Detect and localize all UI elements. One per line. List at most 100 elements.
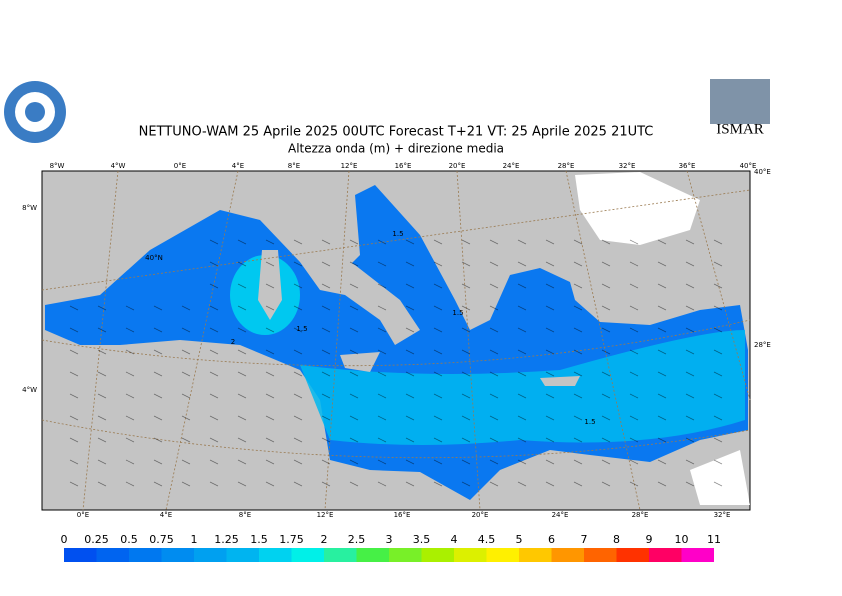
direction-arrow: [237, 371, 247, 377]
direction-arrow: [573, 349, 583, 355]
direction-arrow: [293, 349, 303, 355]
direction-arrow: [97, 305, 107, 311]
direction-arrow: [405, 481, 415, 487]
direction-arrow: [293, 283, 303, 289]
direction-arrow: [517, 261, 527, 267]
direction-arrow: [685, 283, 695, 289]
direction-arrow: [601, 349, 611, 355]
direction-arrow: [713, 283, 723, 289]
direction-arrow: [349, 415, 359, 421]
direction-arrow: [349, 283, 359, 289]
direction-arrow: [601, 437, 611, 443]
lon-label: 4°W: [111, 162, 126, 170]
direction-arrow: [237, 327, 247, 333]
lat-label: 40°N: [145, 254, 163, 262]
direction-arrow: [629, 371, 639, 377]
direction-arrow: [573, 459, 583, 465]
direction-arrow: [209, 327, 219, 333]
direction-arrow: [153, 393, 163, 399]
lon-label: 24°E: [503, 162, 520, 170]
direction-arrow: [601, 371, 611, 377]
direction-arrow: [713, 239, 723, 245]
direction-arrow: [293, 239, 303, 245]
direction-arrow: [97, 349, 107, 355]
direction-arrow: [601, 459, 611, 465]
direction-arrow: [377, 327, 387, 333]
legend-label: 0: [61, 533, 68, 546]
direction-arrow: [657, 393, 667, 399]
direction-arrow: [237, 437, 247, 443]
direction-arrow: [293, 261, 303, 267]
direction-arrow: [265, 459, 275, 465]
direction-arrow: [377, 305, 387, 311]
direction-arrow: [405, 349, 415, 355]
direction-arrow: [321, 283, 331, 289]
direction-arrow: [657, 415, 667, 421]
legend-swatch: [259, 548, 292, 562]
direction-arrow: [517, 371, 527, 377]
direction-arrow: [181, 305, 191, 311]
direction-arrow: [545, 415, 555, 421]
direction-arrow: [265, 283, 275, 289]
direction-arrow: [461, 437, 471, 443]
direction-arrow: [461, 283, 471, 289]
direction-arrow: [685, 261, 695, 267]
direction-arrow: [601, 393, 611, 399]
lat-label: 8°W: [22, 204, 37, 212]
direction-arrow: [153, 437, 163, 443]
legend-swatch: [616, 548, 649, 562]
direction-arrow: [209, 283, 219, 289]
direction-arrow: [181, 459, 191, 465]
lon-label: 32°E: [714, 511, 731, 519]
legend-label: 2.5: [348, 533, 366, 546]
direction-arrow: [265, 239, 275, 245]
direction-arrow: [713, 261, 723, 267]
right-logo: ISMAR: [710, 79, 770, 137]
legend-swatch: [129, 548, 162, 562]
direction-arrow: [97, 327, 107, 333]
contour-label: 1.5: [584, 418, 595, 426]
direction-arrow: [629, 261, 639, 267]
direction-arrow: [405, 305, 415, 311]
direction-arrow: [685, 393, 695, 399]
direction-arrow: [433, 393, 443, 399]
direction-arrow: [461, 415, 471, 421]
direction-arrow: [209, 459, 219, 465]
direction-arrow: [405, 415, 415, 421]
direction-arrow: [349, 261, 359, 267]
direction-arrow: [181, 349, 191, 355]
legend-label: 2: [321, 533, 328, 546]
direction-arrow: [489, 239, 499, 245]
direction-arrow: [461, 459, 471, 465]
direction-arrow: [181, 327, 191, 333]
direction-arrow: [545, 481, 555, 487]
legend-swatch: [584, 548, 617, 562]
legend-swatch: [389, 548, 422, 562]
direction-arrow: [377, 437, 387, 443]
direction-arrow: [97, 481, 107, 487]
direction-arrow: [153, 371, 163, 377]
legend-swatch: [486, 548, 519, 562]
direction-arrow: [293, 305, 303, 311]
direction-arrow: [713, 371, 723, 377]
contour-label: 1.5: [452, 309, 463, 317]
direction-arrow: [489, 459, 499, 465]
direction-arrow: [433, 283, 443, 289]
map-labels: 8°W 4°W 0°E 4°E 8°E 12°E 16°E 20°E 24°E 28°E 32°E 3…: [22, 162, 771, 519]
direction-arrow: [433, 327, 443, 333]
lon-label: 24°E: [552, 511, 569, 519]
direction-arrow: [657, 371, 667, 377]
direction-arrow: [573, 371, 583, 377]
direction-arrow: [545, 459, 555, 465]
direction-arrow: [349, 327, 359, 333]
direction-arrow: [321, 327, 331, 333]
legend-label: 5: [516, 533, 523, 546]
direction-arrow: [573, 437, 583, 443]
direction-arrow: [125, 349, 135, 355]
direction-arrow: [97, 371, 107, 377]
direction-arrow: [657, 481, 667, 487]
direction-arrow: [209, 393, 219, 399]
direction-arrow: [69, 415, 79, 421]
direction-arrow: [293, 459, 303, 465]
lat-label: 4°W: [22, 386, 37, 394]
